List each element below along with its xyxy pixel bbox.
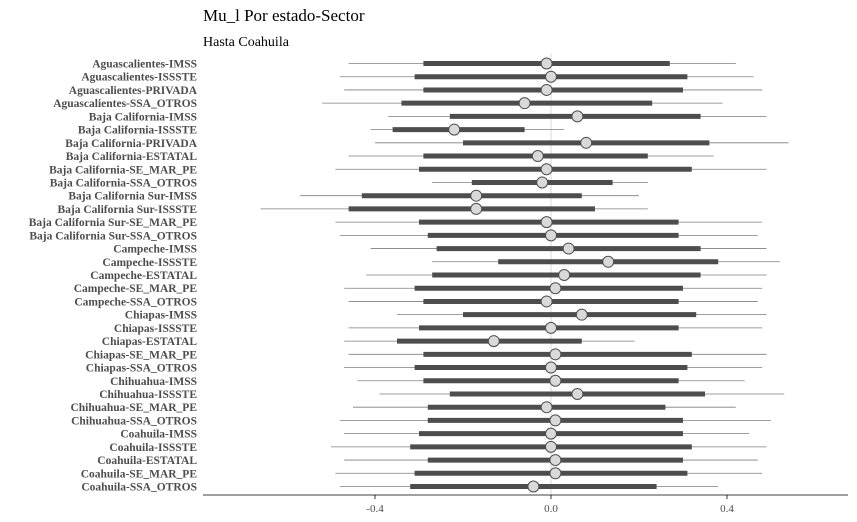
point-estimate [487, 335, 500, 348]
y-tick-label: Coahuila-SSA_OTROS [81, 482, 197, 494]
point-estimate [448, 123, 461, 136]
point-estimate [549, 454, 562, 467]
point-estimate [540, 295, 553, 308]
chart-subtitle: Hasta Coahuila [203, 35, 290, 50]
y-tick-label: Chihuahua-SE_MAR_PE [70, 402, 197, 414]
point-estimate [518, 97, 531, 110]
x-tick-label: -0.4 [366, 503, 384, 515]
point-estimate [531, 150, 544, 163]
chart-title: Mu_l Por estado-Sector [203, 6, 365, 25]
point-estimate [545, 321, 557, 334]
point-estimate [549, 282, 562, 295]
y-tick-label: Baja California Sur-IMSS [68, 191, 197, 203]
point-estimate [540, 83, 553, 96]
y-tick-label: Baja California Sur-SSA_OTROS [29, 230, 197, 242]
y-tick-label: Chihuahua-IMSS [110, 376, 197, 388]
point-estimate [571, 387, 584, 400]
point-estimate [527, 480, 540, 493]
y-tick-label: Baja California-ESTATAL [66, 151, 198, 163]
y-tick-label: Chiapas-ISSSTE [114, 323, 197, 335]
y-tick-label: Baja California Sur-ISSSTE [57, 204, 197, 216]
point-estimate [549, 414, 562, 427]
point-estimate [545, 229, 557, 242]
y-tick-label: Campeche-SE_MAR_PE [74, 283, 198, 295]
point-estimate [470, 202, 483, 215]
y-tick-label: Campeche-SSA_OTROS [74, 296, 197, 308]
point-estimate [545, 427, 557, 440]
y-tick-label: Coahuila-ESTATAL [97, 455, 197, 467]
y-tick-label: Baja California-ISSSTE [78, 125, 198, 137]
point-estimate [545, 440, 557, 453]
point-estimate [540, 163, 553, 176]
point-estimate [545, 70, 557, 83]
y-tick-label: Baja California-SSA_OTROS [50, 177, 197, 189]
point-estimate [580, 136, 593, 149]
point-estimate [575, 308, 588, 321]
point-estimate [549, 467, 562, 480]
y-tick-label: Baja California-PRIVADA [65, 138, 197, 150]
point-estimate [470, 189, 483, 202]
y-tick-label: Aguascalientes-ISSSTE [81, 72, 197, 84]
plot-marks [260, 57, 789, 493]
y-tick-label: Coahuila-IMSS [120, 429, 197, 441]
y-tick-label: Aguascalientes-PRIVADA [69, 85, 198, 97]
y-tick-label: Campeche-IMSS [113, 244, 197, 256]
y-tick-label: Coahuila-SE_MAR_PE [81, 468, 198, 480]
x-axis: -0.4 0.0 0.4 [203, 494, 848, 515]
y-tick-label: Baja California-IMSS [89, 111, 197, 123]
point-estimate [549, 374, 562, 387]
point-estimate [562, 242, 575, 255]
y-tick-label: Baja California-SE_MAR_PE [49, 164, 197, 176]
point-estimate [545, 361, 557, 374]
y-tick-label: Campeche-ISSSTE [102, 257, 197, 269]
point-estimate [540, 216, 553, 229]
y-tick-label: Chiapas-SSA_OTROS [86, 363, 197, 375]
y-tick-label: Chiapas-ESTATAL [102, 336, 198, 348]
point-estimate [602, 255, 615, 268]
y-tick-label: Chiapas-IMSS [125, 310, 197, 322]
point-estimate [540, 57, 553, 70]
y-tick-label: Baja California Sur-SE_MAR_PE [29, 217, 198, 229]
y-tick-label: Chihuahua-ISSSTE [99, 389, 197, 401]
x-tick-label: 0.0 [544, 503, 558, 515]
y-tick-label: Aguascalientes-IMSS [92, 59, 197, 71]
point-estimate [549, 348, 562, 361]
x-tick-label: 0.4 [720, 503, 734, 515]
y-axis-labels: Aguascalientes-IMSSAguascalientes-ISSSTE… [29, 59, 198, 494]
point-estimate [571, 110, 584, 123]
point-estimate [540, 401, 553, 414]
point-estimate [558, 269, 571, 281]
y-tick-label: Chiapas-SE_MAR_PE [85, 349, 197, 361]
point-estimate [536, 176, 549, 189]
y-tick-label: Chihuahua-SSA_OTROS [71, 415, 197, 427]
y-tick-label: Coahuila-ISSSTE [109, 442, 197, 454]
y-tick-label: Aguascalientes-SSA_OTROS [53, 98, 197, 110]
y-tick-label: Campeche-ESTATAL [90, 270, 197, 282]
